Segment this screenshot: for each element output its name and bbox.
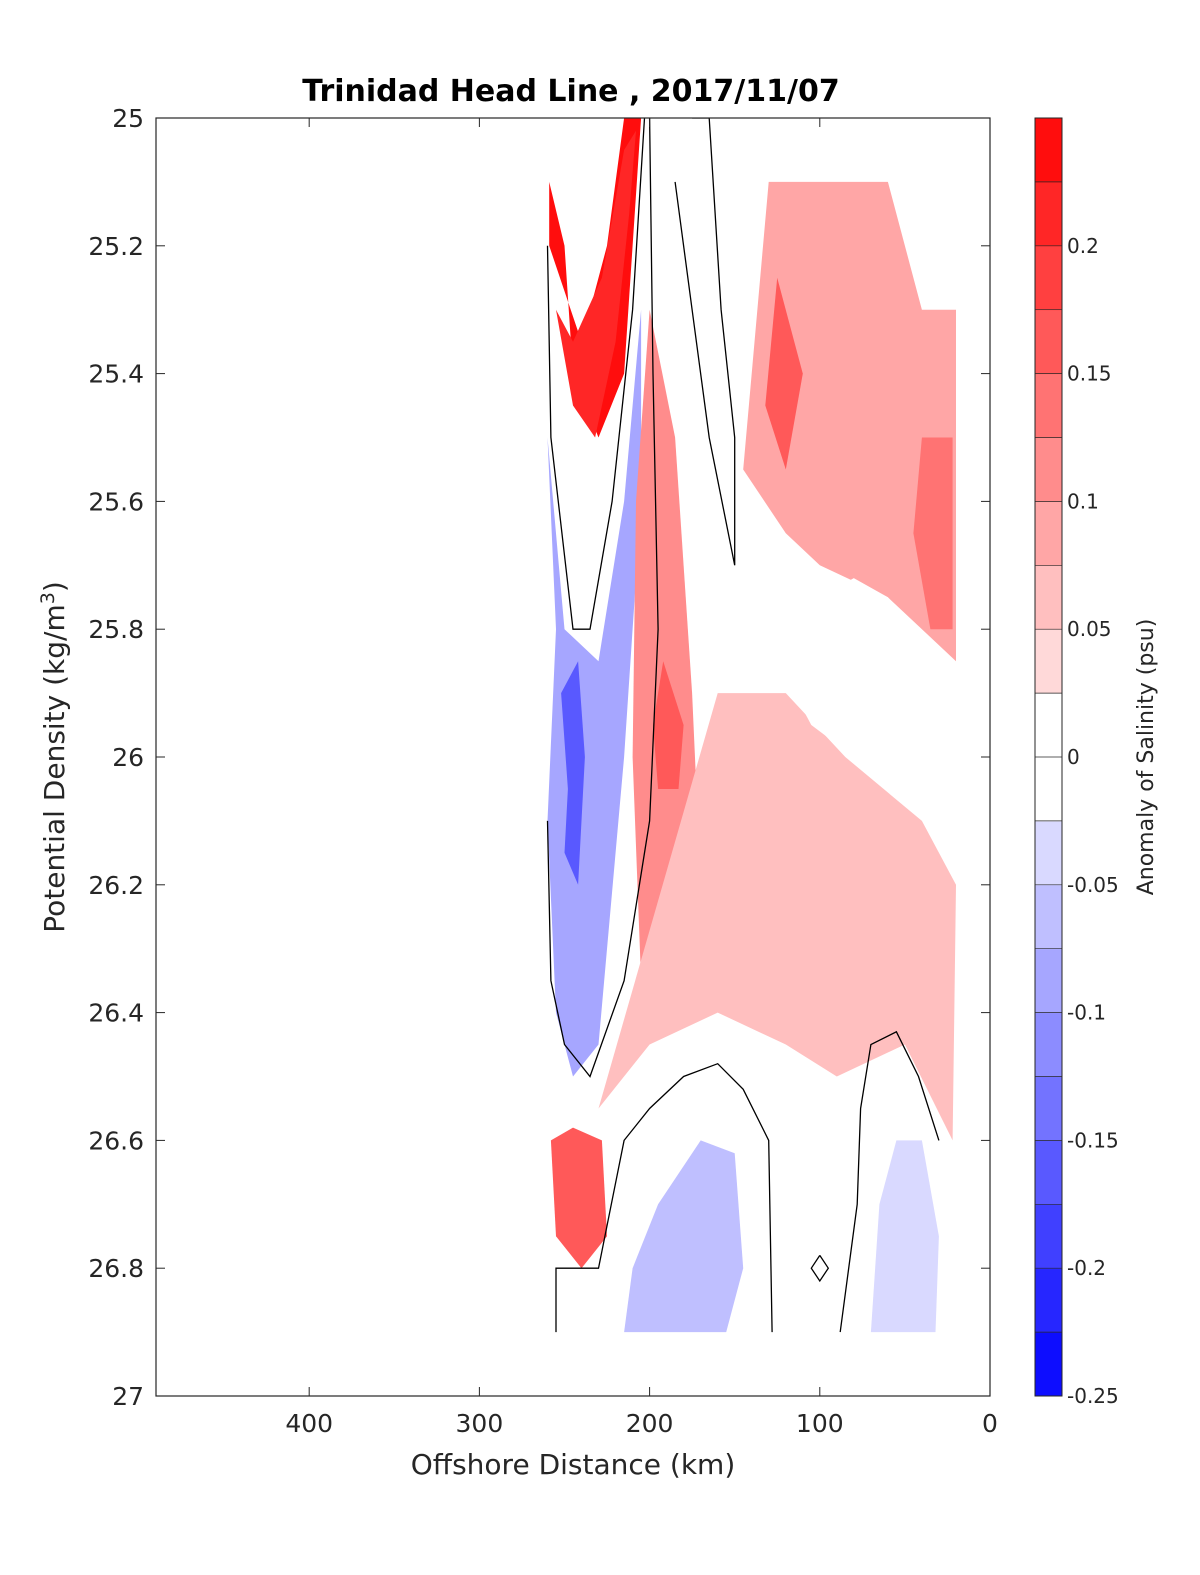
- colorbar-level-12: [1035, 565, 1062, 630]
- region-red-bottom-left: [550, 1127, 607, 1269]
- colorbar-level-4: [1035, 1076, 1062, 1141]
- colorbar-level-7: [1035, 884, 1062, 950]
- colorbar-level-15: [1035, 373, 1062, 438]
- y-tick-label-26: 26: [112, 743, 144, 772]
- colorbar: [1035, 118, 1062, 1397]
- colorbar-tick-label--0.2: -0.2: [1067, 1256, 1106, 1280]
- region-red-middle-core: [653, 661, 684, 789]
- region-blue-left-column: [547, 309, 642, 1077]
- y-tick-label-26.6: 26.6: [88, 1126, 144, 1155]
- colorbar-frame: [1034, 117, 1063, 1397]
- y-tick-label-25.4: 25.4: [88, 360, 144, 389]
- zero-contour-bottom-right: [839, 1030, 940, 1333]
- colorbar-level-5: [1035, 1012, 1062, 1077]
- x-axis-label: Offshore Distance (km): [411, 1448, 736, 1481]
- colorbar-level-1: [1035, 1268, 1062, 1333]
- region-red-upper-core: [556, 130, 636, 438]
- colorbar-tick-label-0.2: 0.2: [1067, 234, 1099, 258]
- zero-contour-inner: [546, 118, 659, 1078]
- colorbar-level-16: [1035, 309, 1062, 375]
- colorbar-level-11: [1035, 629, 1062, 694]
- region-pink-right-lower: [598, 693, 956, 1141]
- x-axis-ticks: 400 300 200 100 0: [285, 118, 998, 1438]
- region-blue-left-core: [561, 661, 585, 885]
- colorbar-level-9: [1035, 757, 1062, 822]
- colorbar-level-14: [1035, 437, 1062, 502]
- colorbar-label: Anomaly of Salinity (psu): [1134, 619, 1159, 896]
- x-tick-label-0: 0: [982, 1409, 998, 1438]
- y-axis-label-suffix: ): [38, 581, 71, 592]
- region-blue-bottom-mid: [624, 1140, 744, 1333]
- region-red-right-upper: [743, 181, 956, 662]
- colorbar-tick-label--0.15: -0.15: [1067, 1128, 1119, 1152]
- region-red-far-right: [913, 437, 953, 630]
- colorbar-level-6: [1035, 948, 1062, 1014]
- y-axis-label-superscript: 3: [37, 592, 59, 604]
- y-tick-label-26.4: 26.4: [88, 999, 144, 1028]
- y-tick-label-27: 27: [112, 1382, 144, 1411]
- y-tick-label-26.2: 26.2: [88, 871, 144, 900]
- colorbar-tick-label-0.05: 0.05: [1067, 617, 1112, 641]
- region-white-right-pocket: [794, 578, 892, 757]
- zero-contour-diamond: [810, 1255, 830, 1283]
- colorbar-tick-label-0.15: 0.15: [1067, 362, 1112, 386]
- y-tick-label-25.2: 25.2: [88, 232, 144, 261]
- colorbar-tick-label--0.25: -0.25: [1067, 1384, 1119, 1408]
- colorbar-level-18: [1035, 181, 1062, 247]
- colorbar-level-17: [1035, 245, 1062, 311]
- x-tick-label-100: 100: [796, 1409, 844, 1438]
- colorbar-level-10: [1035, 693, 1062, 758]
- colorbar-tick-label--0.05: -0.05: [1067, 873, 1119, 897]
- y-axis-label: Potential Density (kg/m3): [37, 581, 71, 933]
- colorbar-level-8: [1035, 820, 1062, 886]
- zero-contour-bottom-left: [555, 1062, 773, 1333]
- y-tick-label-25.6: 25.6: [88, 487, 144, 516]
- colorbar-level-19: [1035, 118, 1062, 183]
- x-tick-label-400: 400: [285, 1409, 333, 1438]
- x-tick-label-300: 300: [456, 1409, 504, 1438]
- filled-contour-regions: [547, 118, 956, 1333]
- colorbar-tick-label-0: 0: [1067, 745, 1080, 769]
- colorbar-level-0: [1035, 1332, 1062, 1397]
- zero-contour-left: [546, 118, 646, 630]
- y-axis-label-main: Potential Density (kg/m: [38, 604, 71, 933]
- colorbar-ticks: 0.2 0.15 0.1 0.05 0 -0.05 -0.1 -0.15 -0.2 -0.25: [1067, 234, 1119, 1408]
- x-tick-label-200: 200: [626, 1409, 674, 1438]
- colorbar-tick-label--0.1: -0.1: [1067, 1001, 1106, 1025]
- colorbar-level-3: [1035, 1140, 1062, 1205]
- region-red-right-core: [765, 277, 803, 470]
- y-axis-ticks: 25 25.2 25.4 25.6 25.8 26 26.2 26.4 26.6 26.8 27: [88, 104, 990, 1411]
- y-tick-label-25.8: 25.8: [88, 615, 144, 644]
- zero-contour-tongue: [674, 118, 736, 566]
- y-tick-label-26.8: 26.8: [88, 1254, 144, 1283]
- chart-title: Trinidad Head Line , 2017/11/07: [302, 74, 839, 109]
- region-blue-bottom-right: [870, 1140, 939, 1333]
- colorbar-level-13: [1035, 501, 1062, 566]
- colorbar-tick-label-0.1: 0.1: [1067, 489, 1099, 513]
- y-tick-label-25: 25: [112, 104, 144, 133]
- zero-contour-lines: [546, 118, 940, 1333]
- colorbar-level-2: [1035, 1204, 1062, 1269]
